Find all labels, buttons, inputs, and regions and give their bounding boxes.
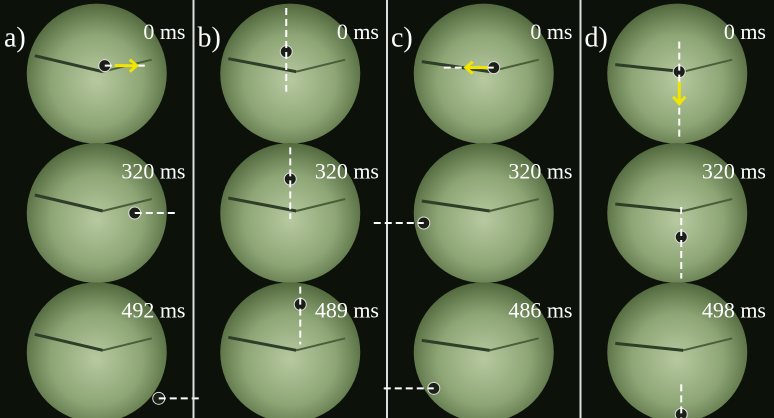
time-label: 0 ms bbox=[724, 19, 766, 44]
time-label: 0 ms bbox=[530, 19, 572, 44]
panel-label: d) bbox=[585, 22, 608, 53]
time-label: 320 ms bbox=[508, 158, 572, 183]
panel-label: a) bbox=[4, 22, 26, 53]
time-label: 498 ms bbox=[702, 298, 766, 323]
time-label: 492 ms bbox=[121, 298, 185, 323]
panel-label: c) bbox=[391, 22, 413, 53]
time-label: 320 ms bbox=[702, 158, 766, 183]
time-label: 0 ms bbox=[337, 19, 379, 44]
figure: 0 ms 320 ms 492 ms a) 0 ms 320 ms 489 ms b) 0 ms… bbox=[0, 0, 774, 418]
time-label: 0 ms bbox=[143, 19, 185, 44]
time-label: 486 ms bbox=[508, 298, 572, 323]
panel-label: b) bbox=[198, 22, 221, 53]
time-label: 320 ms bbox=[121, 158, 185, 183]
time-label: 320 ms bbox=[315, 158, 379, 183]
page: 0 ms 320 ms 492 ms a) 0 ms 320 ms 489 ms b) 0 ms… bbox=[0, 0, 774, 418]
time-label: 489 ms bbox=[315, 298, 379, 323]
